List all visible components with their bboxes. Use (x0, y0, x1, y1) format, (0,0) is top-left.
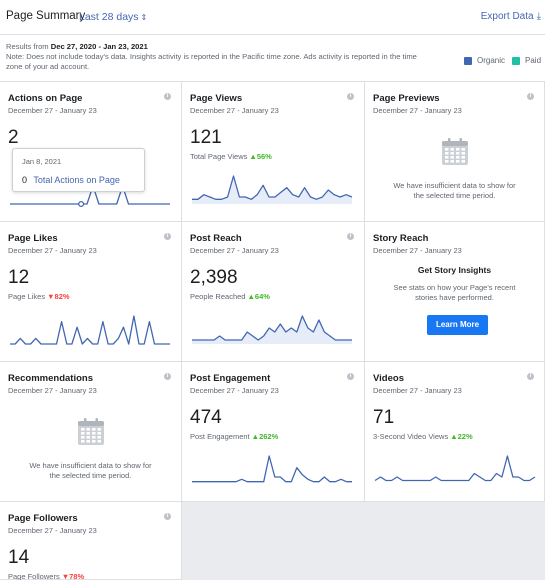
info-icon[interactable]: i (347, 233, 354, 240)
card-title: Post Engagement (190, 373, 271, 384)
info-icon[interactable]: i (164, 93, 171, 100)
info-icon[interactable]: i (347, 93, 354, 100)
timezone-note: Note: Does not include today's data. Ins… (6, 52, 417, 71)
card-videos[interactable]: Videos December 27 - January 23 i 71 3-S… (365, 362, 545, 502)
results-range: Dec 27, 2020 - Jan 23, 2021 (50, 42, 148, 51)
actions-sparkline[interactable] (10, 174, 170, 210)
card-subtitle: People Reached (190, 292, 246, 301)
tooltip-count: 0 (22, 175, 28, 185)
card-date: December 27 - January 23 (8, 246, 97, 255)
page-summary-header: Page Summary Last 28 days ⇕ Export Data ⤓ (0, 0, 545, 35)
card-title: Recommendations (8, 373, 93, 384)
results-notice: Results from Dec 27, 2020 - Jan 23, 2021… (0, 35, 545, 82)
card-subtitle: Page Likes (8, 292, 46, 301)
videos-sparkline[interactable] (374, 454, 536, 490)
calendar-glyph (77, 418, 104, 445)
results-prefix: Results from (6, 42, 49, 51)
reach-sparkline[interactable] (192, 314, 352, 350)
story-insights-text: See stats on how your Page's recent stor… (393, 283, 516, 302)
actions-line (10, 185, 170, 205)
info-icon[interactable]: i (527, 93, 534, 100)
card-date: December 27 - January 23 (190, 246, 279, 255)
trend-down-badge: ▼78% (61, 572, 85, 580)
card-value: 71 (373, 407, 395, 428)
card-title: Post Reach (190, 233, 242, 244)
insufficient-data-message: We have insufficient data to show for th… (393, 181, 516, 200)
card-page-previews[interactable]: Page Previews December 27 - January 23 i… (365, 82, 545, 222)
card-date: December 27 - January 23 (373, 386, 462, 395)
organic-swatch (464, 56, 472, 65)
chart-tooltip: Jan 8, 2021 0 Total Actions on Page (12, 148, 145, 192)
card-subtitle: Total Page Views (190, 152, 248, 161)
card-value: 2,398 (190, 267, 238, 288)
calendar-icon (77, 418, 104, 445)
trend-down-badge: ▼82% (47, 292, 70, 301)
learn-more-button[interactable]: Learn More (427, 315, 488, 335)
card-subtitle: 3-Second Video Views (373, 432, 449, 441)
likes-sparkline[interactable] (10, 314, 170, 350)
videos-line (374, 455, 536, 482)
card-date: December 27 - January 23 (373, 106, 462, 115)
card-date: December 27 - January 23 (8, 386, 97, 395)
card-subtitle: Page Followers (8, 572, 60, 580)
card-title: Actions on Page (8, 93, 83, 104)
reach-line (192, 315, 352, 341)
insufficient-data-message: We have insufficient data to show for th… (29, 461, 152, 480)
calendar-glyph (441, 138, 468, 165)
calendar-icon (441, 138, 468, 165)
card-date: December 27 - January 23 (373, 246, 462, 255)
date-range-dropdown[interactable]: Last 28 days ⇕ (79, 11, 148, 23)
hover-point (78, 200, 85, 208)
export-data-link[interactable]: Export Data ⤓ (480, 11, 541, 22)
card-title: Page Followers (8, 513, 78, 524)
tooltip-label: Total Actions on Page (33, 175, 120, 185)
card-value: 12 (8, 267, 30, 288)
legend-organic: Organic (464, 56, 505, 65)
trend-up-badge: ▲22% (450, 432, 473, 441)
trend-up-badge: ▲56% (249, 152, 272, 161)
card-post-engagement[interactable]: Post Engagement December 27 - January 23… (182, 362, 365, 502)
engagement-sparkline[interactable] (192, 454, 352, 490)
card-value: 474 (190, 407, 222, 428)
card-actions-on-page[interactable]: Actions on Page December 27 - January 23… (0, 82, 182, 222)
card-date: December 27 - January 23 (190, 386, 279, 395)
insights-grid: Actions on Page December 27 - January 23… (0, 82, 545, 580)
story-insights-heading: Get Story Insights (417, 265, 492, 275)
card-page-views[interactable]: Page Views December 27 - January 23 i 12… (182, 82, 365, 222)
card-subtitle: Post Engagement (190, 432, 250, 441)
likes-line (10, 315, 170, 345)
views-sparkline[interactable] (192, 174, 353, 210)
card-date: December 27 - January 23 (8, 106, 97, 115)
card-title: Videos (373, 373, 404, 384)
card-title: Story Reach (373, 233, 429, 244)
card-page-followers[interactable]: Page Followers December 27 - January 23 … (0, 502, 182, 580)
card-story-reach[interactable]: Story Reach December 27 - January 23 Get… (365, 222, 545, 362)
download-icon: ⤓ (536, 11, 541, 22)
card-title: Page Views (190, 93, 243, 104)
info-icon[interactable]: i (347, 373, 354, 380)
card-value: 14 (8, 547, 30, 568)
views-line (192, 175, 353, 200)
info-icon[interactable]: i (164, 233, 171, 240)
card-value: 121 (190, 127, 222, 148)
paid-swatch (512, 56, 520, 65)
page-title: Page Summary (6, 10, 86, 22)
card-title: Page Likes (8, 233, 58, 244)
legend-paid: Paid (512, 56, 541, 65)
info-icon[interactable]: i (164, 373, 171, 380)
card-title: Page Previews (373, 93, 440, 104)
trend-up-badge: ▲262% (251, 432, 279, 441)
info-icon[interactable]: i (527, 373, 534, 380)
tooltip-date: Jan 8, 2021 (22, 157, 62, 166)
trend-up-badge: ▲64% (247, 292, 270, 301)
info-icon[interactable]: i (164, 513, 171, 520)
card-value: 2 (8, 127, 19, 148)
card-recommendations[interactable]: Recommendations December 27 - January 23… (0, 362, 182, 502)
card-post-reach[interactable]: Post Reach December 27 - January 23 i 2,… (182, 222, 365, 362)
card-date: December 27 - January 23 (190, 106, 279, 115)
card-date: December 27 - January 23 (8, 526, 97, 535)
engagement-line (192, 455, 352, 483)
chevron-down-icon: ⇕ (140, 13, 148, 22)
card-page-likes[interactable]: Page Likes December 27 - January 23 i 12… (0, 222, 182, 362)
